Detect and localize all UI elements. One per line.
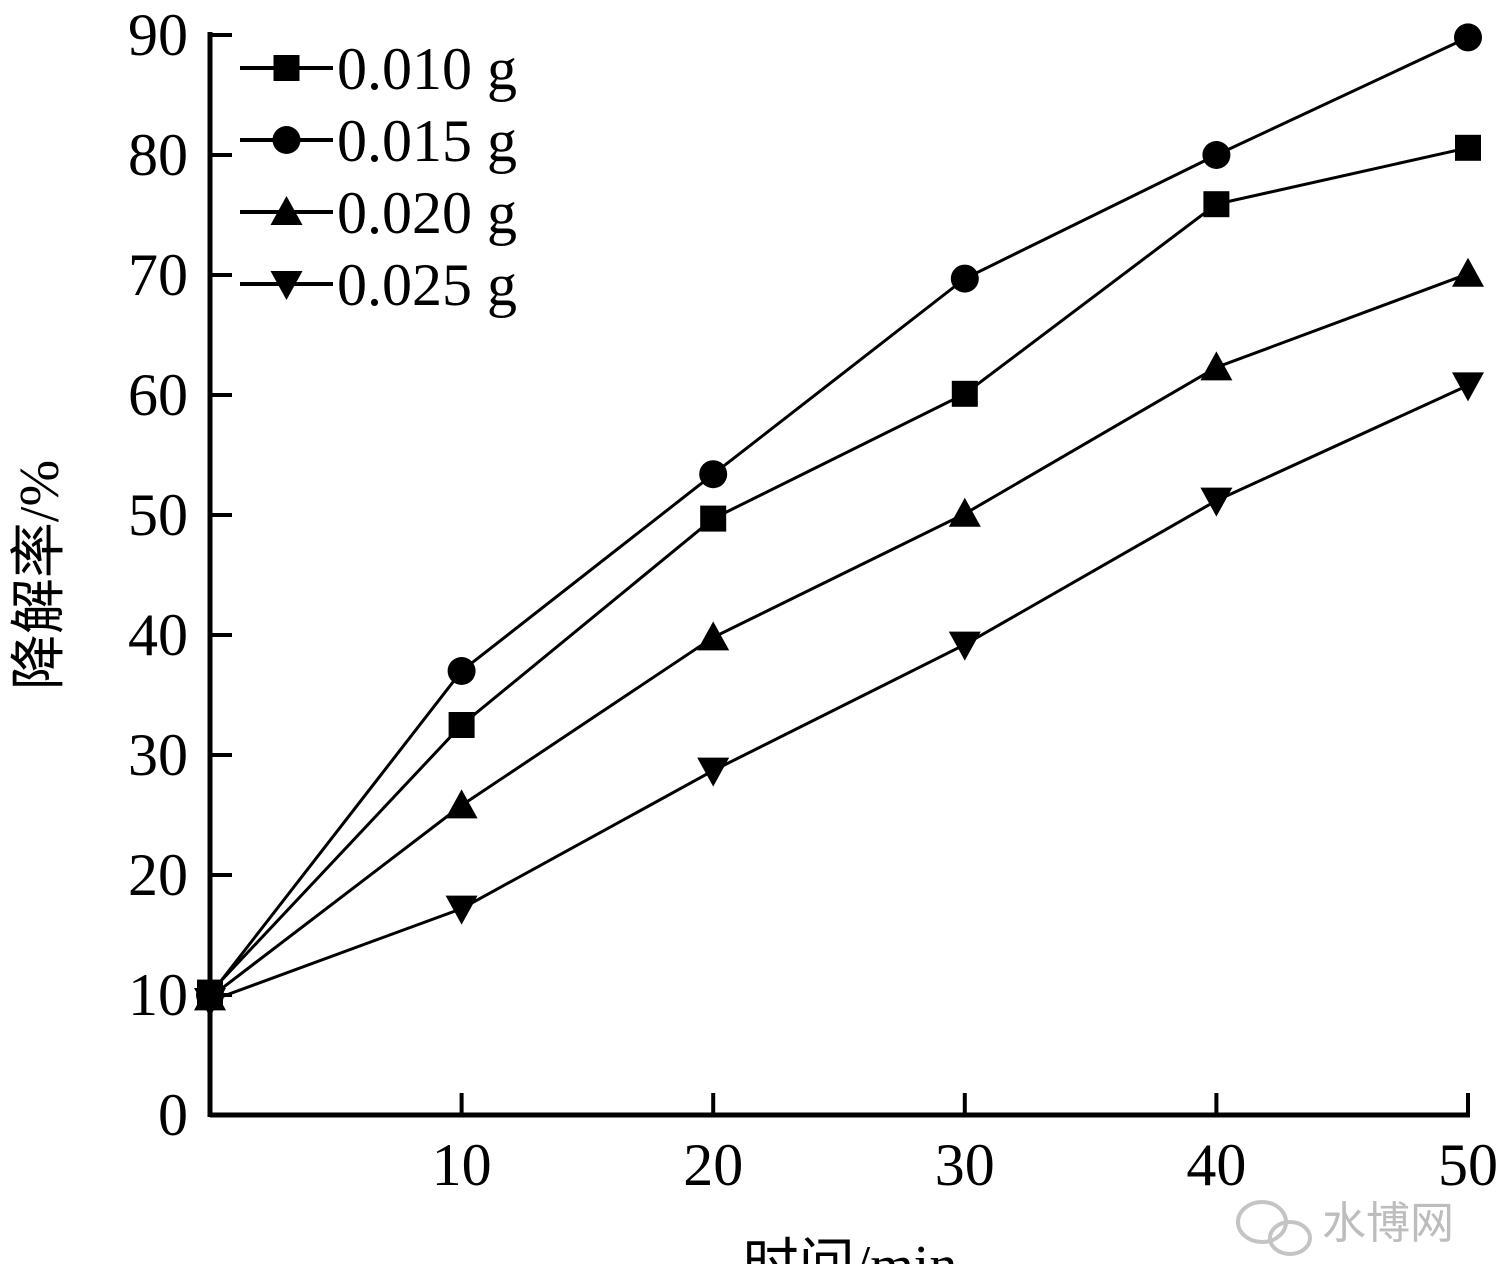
data-point — [950, 264, 979, 293]
data-point — [951, 380, 978, 407]
data-point — [1454, 23, 1482, 52]
data-point — [1452, 372, 1484, 402]
legend-item: 0.025 g — [240, 252, 517, 318]
data-point — [1200, 351, 1233, 381]
x-axis-title: 时间/min — [743, 1235, 958, 1264]
data-point — [1452, 257, 1484, 287]
y-tick-label: 70 — [128, 242, 188, 308]
data-point — [1203, 191, 1230, 218]
data-point — [1200, 487, 1233, 517]
legend-item: 0.015 g — [240, 108, 517, 174]
data-point — [448, 712, 475, 738]
y-tick-label: 30 — [128, 722, 188, 788]
y-tick-label: 20 — [128, 842, 188, 908]
data-point — [445, 895, 478, 925]
series-line — [209, 384, 1469, 1003]
series-layer — [194, 23, 1484, 1017]
y-tick-label: 60 — [128, 362, 188, 428]
x-tick-label: 20 — [683, 1132, 743, 1198]
y-axis-title: 降解率/% — [9, 460, 71, 690]
data-point — [1202, 141, 1231, 169]
data-point — [445, 789, 478, 819]
legend-item: 0.010 g — [240, 36, 517, 102]
data-point — [700, 505, 727, 532]
data-point — [948, 631, 981, 661]
data-point — [697, 621, 730, 651]
y-tick-label: 50 — [128, 482, 188, 548]
data-point — [1455, 134, 1481, 161]
legend-marker — [273, 55, 300, 81]
series-2 — [194, 257, 1484, 1011]
watermark: 水博网 — [1236, 1198, 1454, 1256]
series-0 — [197, 134, 1481, 1006]
data-point — [447, 657, 476, 685]
data-point — [194, 988, 226, 1017]
legend-marker — [270, 196, 303, 225]
watermark-text: 水博网 — [1322, 1198, 1454, 1249]
legend-item: 0.020 g — [240, 180, 517, 246]
data-point — [697, 757, 730, 787]
series-line — [208, 146, 1469, 994]
legend: 0.010 g0.015 g0.020 g0.025 g — [240, 36, 517, 318]
legend-label: 0.015 g — [337, 108, 517, 174]
legend-label: 0.010 g — [337, 36, 517, 102]
x-tick-label: 30 — [935, 1132, 995, 1198]
series-3 — [194, 372, 1484, 1017]
series-line — [208, 36, 1469, 996]
y-tick-label: 40 — [128, 602, 188, 668]
y-tick-label: 90 — [128, 2, 188, 68]
y-tick-label: 80 — [128, 122, 188, 188]
data-point — [699, 460, 728, 489]
legend-label: 0.025 g — [337, 252, 517, 318]
y-tick-label: 10 — [128, 962, 188, 1028]
legend-marker — [270, 271, 303, 300]
data-point — [948, 497, 981, 527]
series-line — [209, 272, 1469, 999]
x-tick-label: 10 — [432, 1132, 492, 1198]
y-tick-label: 0 — [158, 1082, 188, 1148]
x-tick-label: 50 — [1438, 1132, 1498, 1198]
legend-marker — [272, 126, 301, 154]
x-tick-label: 40 — [1186, 1132, 1246, 1198]
wechat-icon — [1236, 1200, 1312, 1256]
legend-label: 0.020 g — [337, 180, 517, 246]
axes: 0 10 20 30 40 50 60 70 80 90 10 20 30 40 50 — [128, 2, 1498, 1198]
